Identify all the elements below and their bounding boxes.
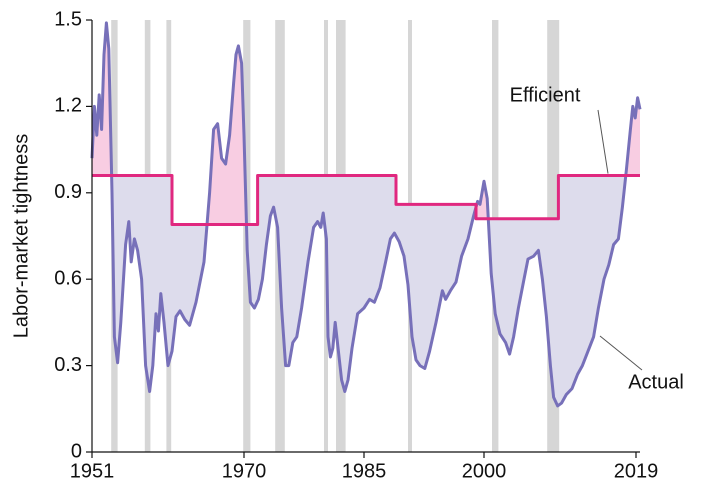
- gap-fill-below: [92, 175, 640, 406]
- y-axis-label: Labor-market tightness: [10, 134, 32, 339]
- y-tick-label: 1.2: [54, 95, 82, 117]
- series-line: [92, 174, 640, 226]
- y-tick-label: 1.5: [54, 8, 82, 30]
- series-label: Efficient: [510, 84, 581, 106]
- x-tick-label: 2019: [614, 460, 659, 482]
- y-tick-label: 0.6: [54, 267, 82, 289]
- y-tick-label: 0: [71, 440, 82, 462]
- y-tick-label: 0.9: [54, 181, 82, 203]
- leader-line: [599, 335, 643, 371]
- x-tick-label: 1951: [70, 460, 115, 482]
- x-tick-label: 2000: [462, 460, 507, 482]
- series-line: [90, 21, 642, 408]
- x-tick-label: 1970: [222, 460, 267, 482]
- x-tick-label: 1985: [342, 460, 387, 482]
- leader-line: [597, 109, 609, 174]
- series-label: Actual: [628, 371, 684, 393]
- y-tick-label: 0.3: [54, 354, 82, 376]
